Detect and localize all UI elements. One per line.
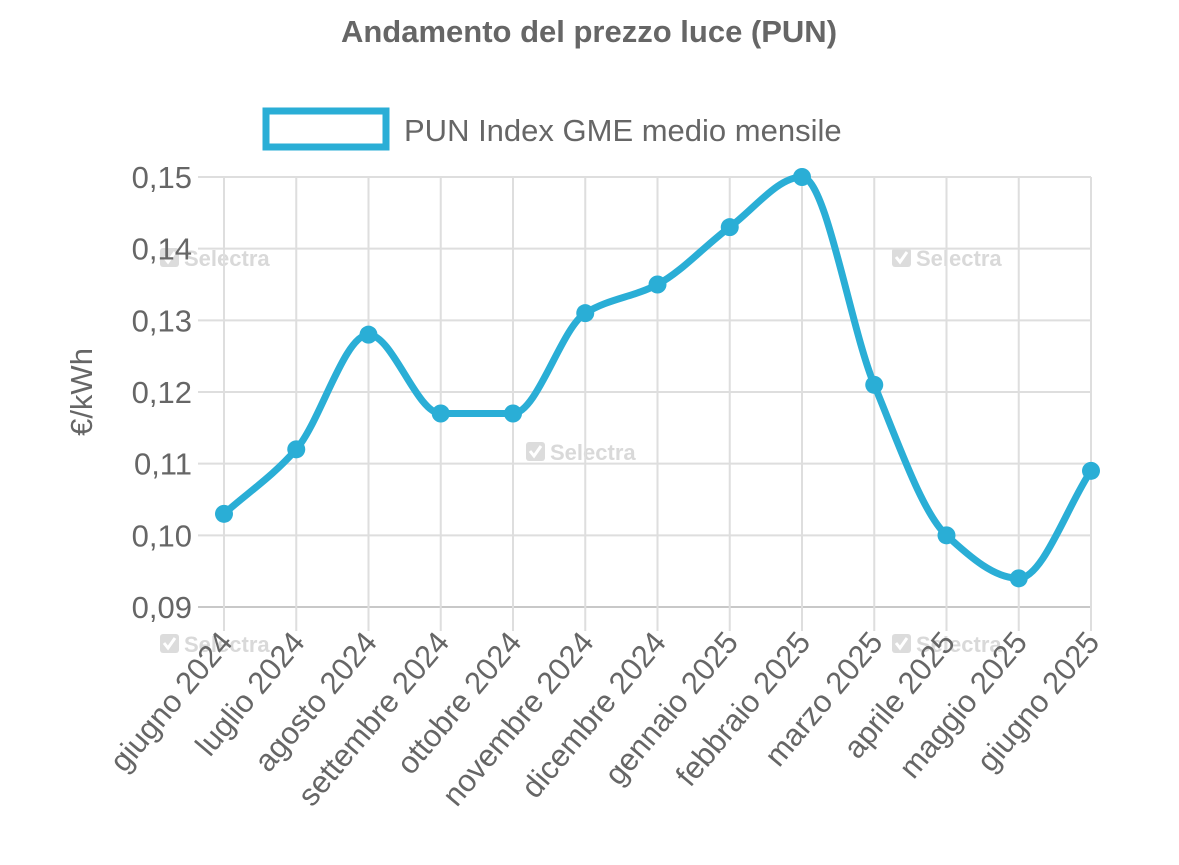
legend-label: PUN Index GME medio mensile — [404, 113, 842, 148]
y-tick-label: 0,12 — [132, 375, 192, 410]
data-point[interactable] — [648, 275, 667, 294]
watermark-text: Selectra — [184, 632, 270, 657]
data-point[interactable] — [720, 218, 739, 237]
data-point[interactable] — [215, 504, 233, 523]
watermark-text: Selectra — [184, 246, 270, 271]
watermark: Selectra — [892, 632, 1002, 657]
watermark: Selectra — [526, 440, 636, 465]
data-point[interactable] — [576, 304, 595, 323]
data-point[interactable] — [1082, 461, 1100, 480]
y-tick-label: 0,14 — [132, 232, 192, 267]
y-tick-label: 0,10 — [132, 518, 192, 553]
y-tick-label: 0,09 — [132, 590, 192, 625]
watermark-text: Selectra — [550, 440, 636, 465]
watermarks: Selectra Selectra Selectra Selectra Selectra — [160, 246, 1002, 657]
watermark: Selectra — [892, 246, 1002, 271]
watermark-text: Selectra — [916, 246, 1002, 271]
legend[interactable]: PUN Index GME medio mensile — [262, 107, 842, 151]
watermark: Selectra — [160, 246, 270, 271]
y-tick-label: 0,15 — [132, 160, 192, 195]
y-tick-label: 0,13 — [132, 303, 192, 338]
check-mark — [162, 251, 177, 265]
data-point[interactable] — [937, 526, 956, 545]
data-point[interactable] — [287, 440, 306, 459]
watermark-text: Selectra — [916, 632, 1002, 657]
y-axis-ticks: 0,09 0,10 0,11 0,12 0,13 0,14 0,15 — [132, 160, 192, 625]
chart-title: Andamento del prezzo luce (PUN) — [341, 14, 837, 49]
data-point[interactable] — [431, 404, 450, 423]
check-mark — [162, 637, 177, 651]
check-mark — [528, 445, 543, 459]
check-mark — [894, 251, 909, 265]
data-point[interactable] — [865, 375, 884, 394]
data-point[interactable] — [504, 404, 522, 423]
data-point[interactable] — [359, 325, 378, 344]
check-mark — [894, 637, 909, 651]
data-point[interactable] — [1009, 569, 1028, 588]
data-point[interactable] — [793, 168, 811, 186]
watermark: Selectra — [160, 632, 270, 657]
y-tick-label: 0,11 — [134, 447, 192, 482]
y-axis-label: €/kWh — [64, 348, 99, 436]
data-points — [215, 168, 1100, 588]
legend-swatch — [262, 107, 390, 151]
